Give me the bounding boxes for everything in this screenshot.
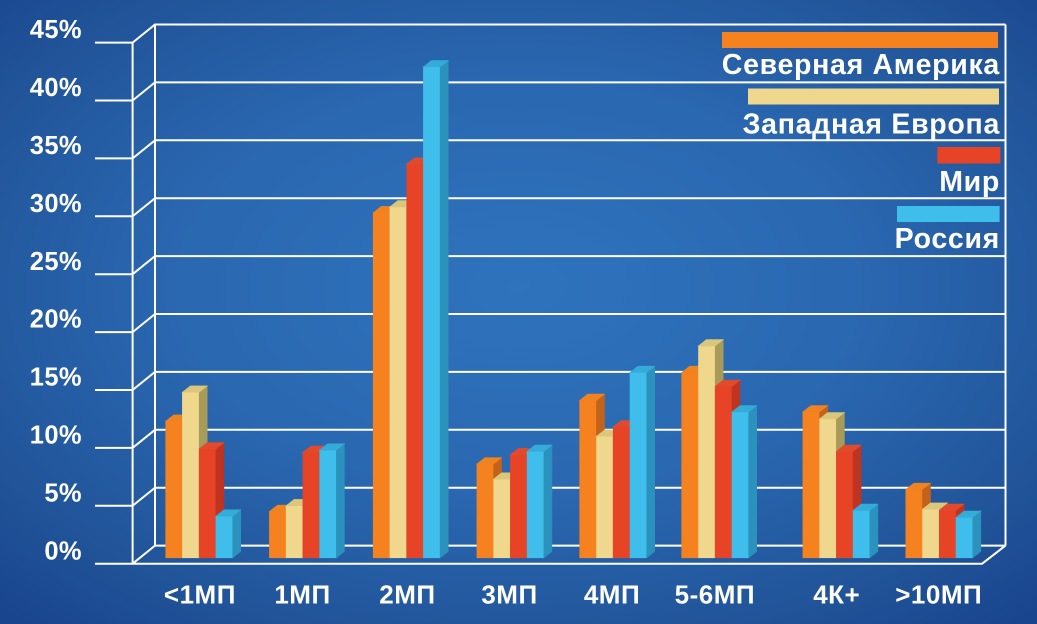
svg-text:25%: 25%	[30, 248, 82, 276]
svg-text:30%: 30%	[30, 190, 82, 218]
svg-text:35%: 35%	[30, 132, 82, 160]
svg-text:4МП: 4МП	[584, 579, 640, 609]
svg-text:2МП: 2МП	[379, 579, 435, 609]
svg-text:Западная Европа: Западная Европа	[743, 109, 1001, 141]
svg-text:Северная Америка: Северная Америка	[722, 49, 1001, 81]
svg-text:Мир: Мир	[939, 166, 1000, 198]
svg-text:40%: 40%	[30, 74, 82, 102]
svg-text:0%: 0%	[44, 537, 82, 565]
svg-text:Россия: Россия	[895, 223, 1000, 255]
svg-text:3МП: 3МП	[481, 579, 537, 609]
svg-text:10%: 10%	[30, 422, 82, 450]
svg-text:45%: 45%	[30, 16, 82, 44]
svg-text:5%: 5%	[44, 479, 82, 507]
svg-text:15%: 15%	[30, 364, 82, 392]
svg-text:>10МП: >10МП	[895, 579, 982, 609]
svg-text:1МП: 1МП	[274, 579, 330, 609]
svg-text:<1МП: <1МП	[164, 579, 236, 609]
svg-text:20%: 20%	[30, 306, 82, 334]
svg-text:5-6МП: 5-6МП	[675, 579, 755, 609]
svg-text:4К+: 4К+	[813, 579, 860, 609]
